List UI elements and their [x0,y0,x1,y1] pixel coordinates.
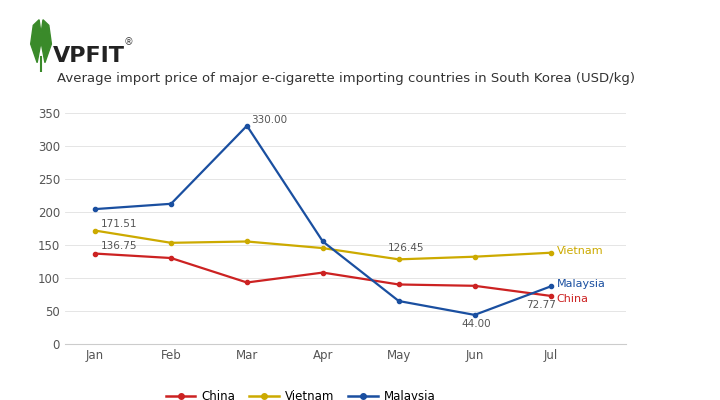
Text: Vietnam: Vietnam [557,246,603,256]
Text: 44.00: 44.00 [461,319,490,329]
Text: VPFIT: VPFIT [53,46,125,66]
Text: 330.00: 330.00 [251,115,287,125]
Text: 136.75: 136.75 [102,241,138,251]
Title: Average import price of major e-cigarette importing countries in South Korea (US: Average import price of major e-cigarett… [57,72,634,85]
Polygon shape [31,20,42,63]
Polygon shape [40,20,51,63]
Text: Malaysia: Malaysia [557,279,606,289]
Text: China: China [557,294,588,304]
Text: ®: ® [123,38,133,48]
Text: 72.77: 72.77 [526,300,556,310]
Text: 126.45: 126.45 [387,244,424,254]
Text: 171.51: 171.51 [102,219,138,229]
Legend: China, Vietnam, Malaysia: China, Vietnam, Malaysia [161,385,440,400]
